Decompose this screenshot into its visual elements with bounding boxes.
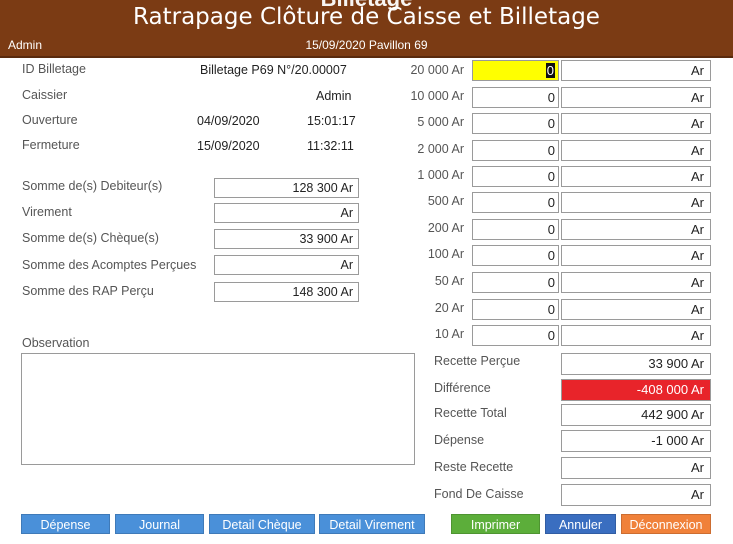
detail-cheque-button[interactable]: Detail Chèque [209,514,315,534]
quantity-input-20000[interactable]: 0 [472,60,559,81]
amount-field-100[interactable]: Ar [561,245,711,266]
page-title: Ratrapage Clôture de Caisse et Billetage [133,4,600,30]
amount-field-20[interactable]: Ar [561,299,711,320]
title-bar: Billetage Ratrapage Clôture de Caisse et… [0,0,733,58]
quantity-input-200[interactable]: 0 [472,219,559,240]
quantity-input-10[interactable]: 0 [472,325,559,346]
virement-label: Virement [22,205,72,219]
observation-label: Observation [22,336,90,350]
recette-percue-label: Recette Perçue [434,354,521,368]
denomination-label: 200 Ar [427,221,464,235]
debiteurs-field[interactable]: 128 300 Ar [214,178,359,198]
caissier-label: Caissier [22,88,68,102]
amount-field-5000[interactable]: Ar [561,113,711,134]
denomination-label: 2 000 Ar [417,142,464,156]
amount-field-200[interactable]: Ar [561,219,711,240]
denomination-label: 20 Ar [434,301,464,315]
quantity-input-50[interactable]: 0 [472,272,559,293]
quantity-input-2000[interactable]: 0 [472,140,559,161]
amount-field-10000[interactable]: Ar [561,87,711,108]
amount-field-50[interactable]: Ar [561,272,711,293]
denomination-label: 100 Ar [427,247,464,261]
id-billetage-value: Billetage P69 N°/20.00007 [200,63,347,77]
denomination-label: 50 Ar [434,274,464,288]
ouverture-time: 15:01:17 [307,114,356,128]
date-location: 15/09/2020 Pavillon 69 [305,38,428,52]
cheques-field[interactable]: 33 900 Ar [214,229,359,249]
depense-field[interactable]: -1 000 Ar [561,430,711,452]
caissier-value: Admin [316,89,352,103]
amount-field-500[interactable]: Ar [561,192,711,213]
journal-button[interactable]: Journal [115,514,204,534]
annuler-button[interactable]: Annuler [545,514,616,534]
amount-field-1000[interactable]: Ar [561,166,711,187]
reste-recette-field[interactable]: Ar [561,457,711,479]
id-billetage-label: ID Billetage [22,62,86,76]
quantity-input-20[interactable]: 0 [472,299,559,320]
debiteurs-label: Somme de(s) Debiteur(s) [22,179,163,193]
difference-field[interactable]: -408 000 Ar [561,379,711,401]
denomination-label: 20 000 Ar [410,63,464,77]
fond-caisse-label: Fond De Caisse [434,487,524,501]
denomination-label: 500 Ar [427,194,464,208]
fond-caisse-field[interactable]: Ar [561,484,711,506]
deconnexion-button[interactable]: Déconnexion [621,514,711,534]
quantity-input-5000[interactable]: 0 [472,113,559,134]
virement-field[interactable]: Ar [214,203,359,223]
rap-field[interactable]: 148 300 Ar [214,282,359,302]
recette-percue-field[interactable]: 33 900 Ar [561,353,711,375]
quantity-input-10000[interactable]: 0 [472,87,559,108]
quantity-input-1000[interactable]: 0 [472,166,559,187]
quantity-input-500[interactable]: 0 [472,192,559,213]
recette-total-label: Recette Total [434,406,507,420]
rap-label: Somme des RAP Perçu [22,284,154,298]
amount-field-10[interactable]: Ar [561,325,711,346]
amount-field-20000[interactable]: Ar [561,60,711,81]
observation-textarea[interactable] [21,353,415,465]
fermeture-label: Fermeture [22,138,80,152]
detail-virement-button[interactable]: Detail Virement [319,514,425,534]
cheques-label: Somme de(s) Chèque(s) [22,231,159,245]
fermeture-time: 11:32:11 [307,139,354,153]
imprimer-button[interactable]: Imprimer [451,514,540,534]
denomination-label: 5 000 Ar [417,115,464,129]
denomination-label: 10 Ar [434,327,464,341]
user-name: Admin [8,38,43,52]
acomptes-field[interactable]: Ar [214,255,359,275]
denomination-label: 10 000 Ar [410,89,464,103]
ouverture-label: Ouverture [22,113,78,127]
fermeture-date: 15/09/2020 [197,139,260,153]
difference-label: Différence [434,381,491,395]
acomptes-label: Somme des Acomptes Perçues [22,258,197,272]
denomination-label: 1 000 Ar [417,168,464,182]
quantity-value: 0 [545,63,555,78]
quantity-input-100[interactable]: 0 [472,245,559,266]
depense-button[interactable]: Dépense [21,514,110,534]
recette-total-field[interactable]: 442 900 Ar [561,404,711,426]
reste-recette-label: Reste Recette [434,460,514,474]
amount-field-2000[interactable]: Ar [561,140,711,161]
depense-label: Dépense [434,433,485,447]
background-title: Billetage [0,0,733,12]
ouverture-date: 04/09/2020 [197,114,260,128]
